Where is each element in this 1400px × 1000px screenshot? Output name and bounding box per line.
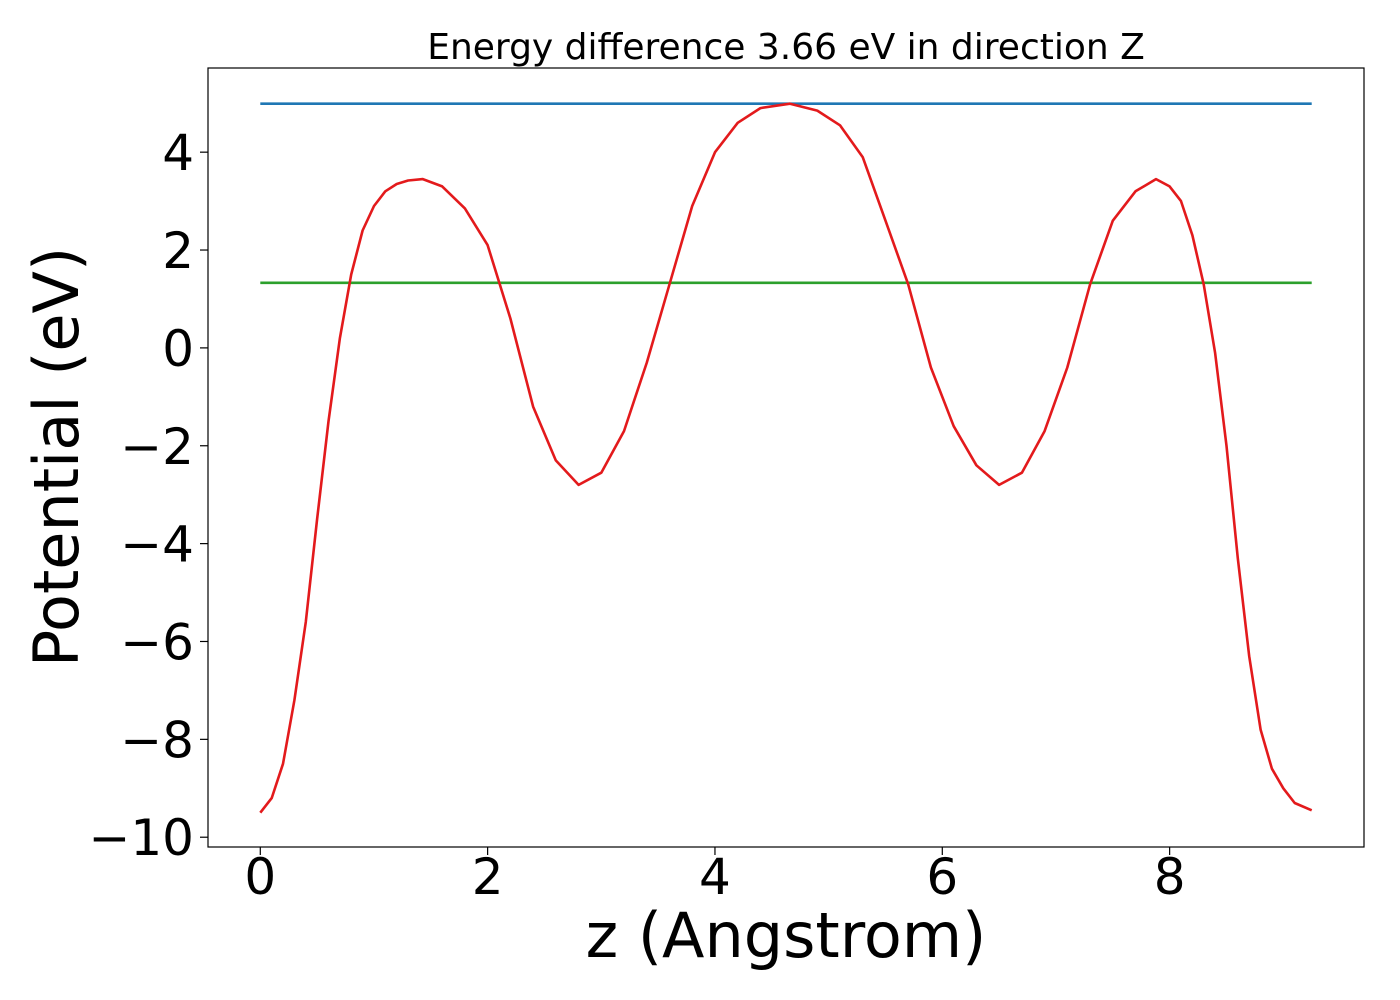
y-tick-label: −8: [120, 711, 194, 769]
x-tick-label: 2: [472, 848, 504, 906]
y-tick-label: 0: [162, 320, 194, 378]
y-tick-label: −4: [120, 516, 194, 574]
y-axis-label: Potential (eV): [20, 247, 93, 667]
series-layer: [259, 102, 1313, 814]
y-axis: −10 −8 −6 −4 −2 0 2 4: [88, 124, 208, 867]
series-line-2: [259, 102, 1313, 814]
y-tick-label: −2: [120, 418, 194, 476]
x-tick-label: 0: [244, 848, 276, 906]
x-axis-label: z (Angstrom): [586, 899, 987, 972]
y-tick-label: 2: [162, 222, 194, 280]
x-axis: 0 2 4 6 8: [244, 847, 1186, 906]
chart-title: Energy difference 3.66 eV in direction Z: [427, 27, 1145, 68]
plot-frame: [207, 67, 1365, 848]
x-tick-label: 6: [926, 848, 958, 906]
plot-area: [207, 67, 1365, 848]
x-tick-label: 4: [699, 848, 731, 906]
y-tick-label: −6: [120, 613, 194, 671]
x-tick-label: 8: [1154, 848, 1186, 906]
y-tick-label: 4: [162, 124, 194, 182]
y-tick-label: −10: [88, 809, 194, 867]
